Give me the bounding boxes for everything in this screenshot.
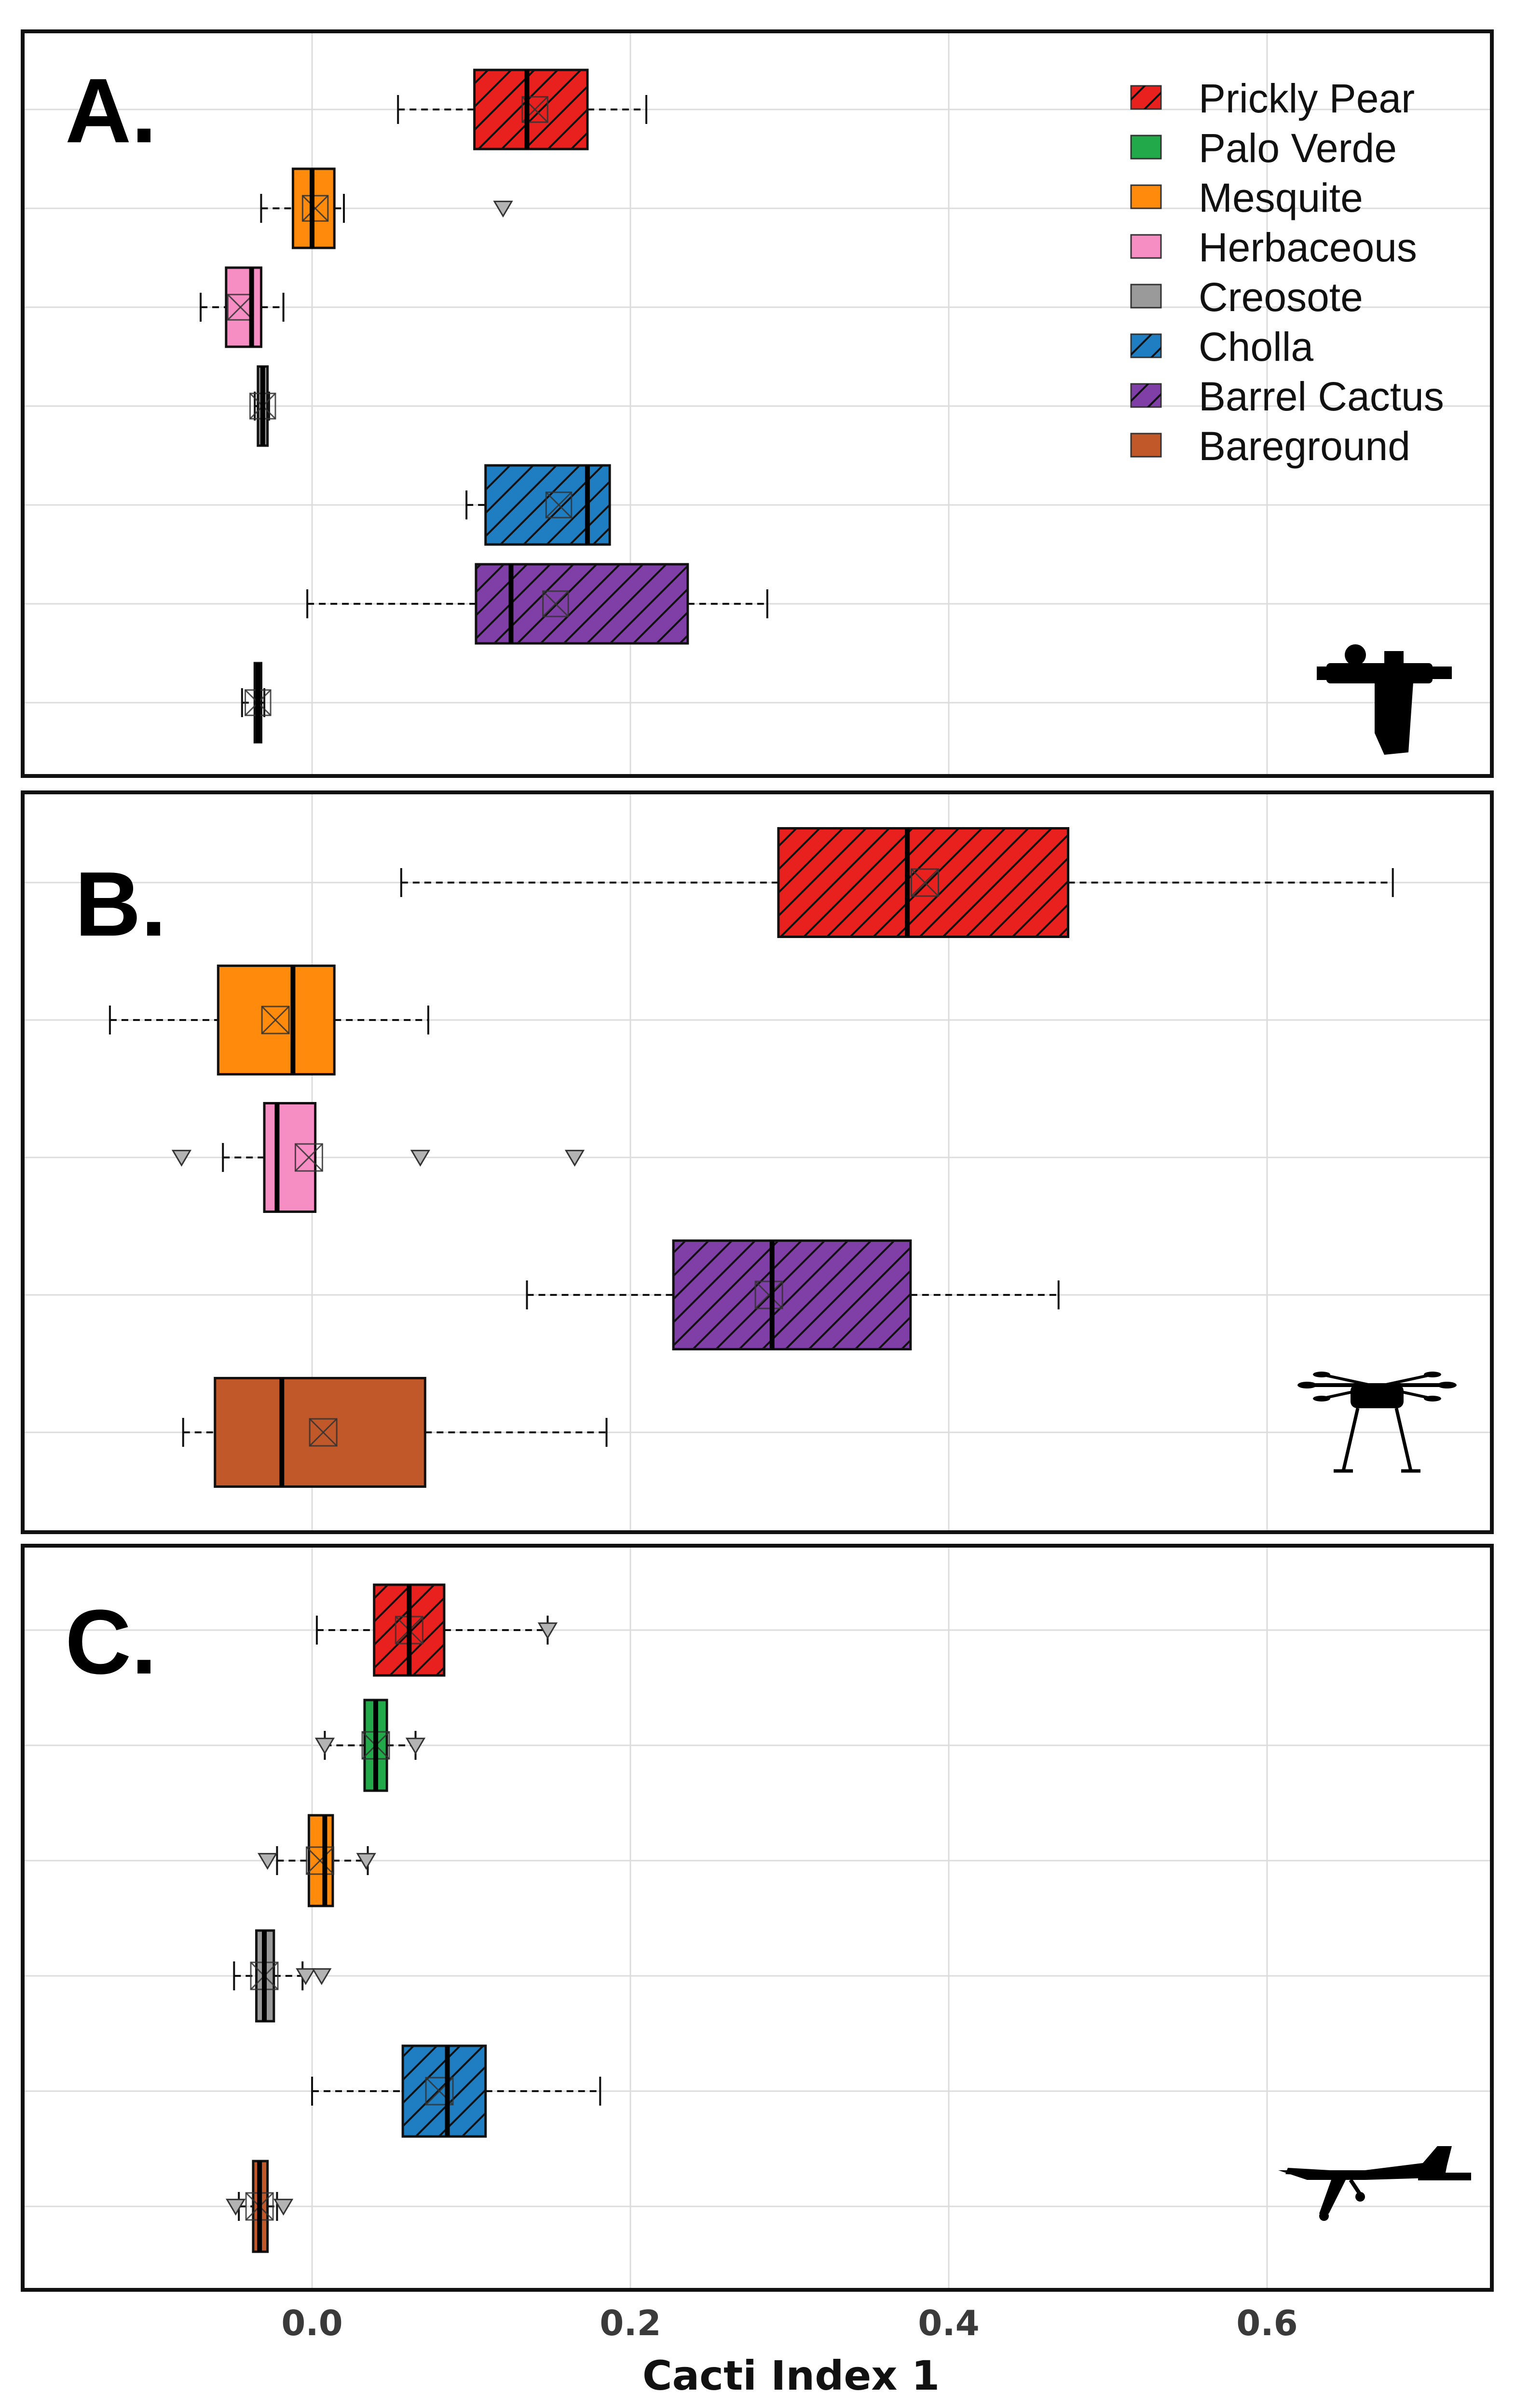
legend-swatch-herbaceous xyxy=(1130,234,1162,259)
box-mesquite xyxy=(217,965,336,1075)
legend-label-palo-verde: Palo Verde xyxy=(1199,125,1397,171)
boxplot-herbaceous xyxy=(200,266,285,348)
boxplot-creosote xyxy=(233,1929,332,2023)
mean-marker-cross xyxy=(546,491,572,518)
legend-swatch-bareground xyxy=(1130,433,1162,458)
boxplot-herbaceous xyxy=(171,1102,585,1213)
x-tick-label: 0.0 xyxy=(281,2303,343,2343)
box-hatch xyxy=(476,564,688,643)
outlier-point xyxy=(493,201,513,218)
mean-marker-cross xyxy=(755,1280,783,1309)
panel-b-label: B. xyxy=(75,853,166,955)
boxplot-prickly-pear xyxy=(400,827,1394,938)
drone-icon xyxy=(1297,1372,1457,1473)
legend-swatch-palo-verde xyxy=(1130,135,1162,160)
box-hatch xyxy=(485,465,610,544)
handheld-spectrometer-icon xyxy=(1317,644,1452,755)
mean-marker xyxy=(911,868,939,897)
mean-marker xyxy=(309,1418,338,1447)
outlier-point xyxy=(171,1150,192,1167)
x-axis-title: Cacti Index 1 xyxy=(642,2352,940,2399)
outlier-point xyxy=(564,1150,585,1167)
mean-marker xyxy=(542,590,569,617)
mean-marker xyxy=(425,2077,454,2106)
mean-marker xyxy=(754,1280,783,1309)
legend-label-creosote: Creosote xyxy=(1199,274,1363,320)
mean-marker-cross xyxy=(261,1006,290,1034)
mean-marker-cross xyxy=(911,868,939,897)
boxplot-barrel-cactus xyxy=(306,563,768,645)
outlier-point xyxy=(225,2199,246,2216)
legend: Prickly Pear Palo Verde Mesquite Herbace… xyxy=(1130,76,1444,469)
boxplot-mesquite xyxy=(260,167,513,249)
box-hatch xyxy=(673,1240,911,1349)
boxplot-creosote xyxy=(249,365,276,447)
box-bareground xyxy=(214,1377,426,1488)
outlier-point xyxy=(405,1738,426,1755)
boxplot-mesquite xyxy=(257,1814,376,1907)
legend-swatch-prickly-pear-hatch xyxy=(1131,86,1161,109)
legend-label-herbaceous: Herbaceous xyxy=(1199,225,1417,270)
airplane-icon xyxy=(1278,2146,1471,2221)
mean-marker xyxy=(521,96,548,123)
legend-label-prickly-pear: Prickly Pear xyxy=(1199,76,1415,121)
x-tick-label: 0.4 xyxy=(918,2303,980,2343)
box-hatch xyxy=(403,2046,486,2136)
mean-marker xyxy=(261,1006,290,1034)
legend-label-bareground: Bareground xyxy=(1199,423,1410,469)
box-herbaceous xyxy=(225,266,262,348)
legend-swatch-creosote xyxy=(1130,284,1162,309)
outlier-point xyxy=(537,1622,558,1640)
outlier-point xyxy=(273,2199,294,2216)
boxplot-mesquite xyxy=(109,965,429,1075)
mean-marker-cross xyxy=(542,590,569,617)
box-hatch xyxy=(778,828,1068,937)
outlier-point xyxy=(312,1968,332,1986)
panel-a-label: A. xyxy=(65,60,157,162)
outlier-point xyxy=(314,1738,335,1755)
mean-marker xyxy=(545,491,573,518)
legend-label-cholla: Cholla xyxy=(1199,324,1313,369)
boxplot-cholla xyxy=(465,464,611,546)
mean-marker xyxy=(301,195,329,222)
mean-marker xyxy=(294,1143,323,1172)
boxplot-cholla xyxy=(311,2044,601,2138)
panel-c-frame xyxy=(21,1544,1494,2292)
outlier-point xyxy=(356,1853,376,1870)
mean-marker-cross xyxy=(227,294,254,321)
legend-swatch-mesquite xyxy=(1130,184,1162,209)
mean-marker-cross xyxy=(295,1143,323,1172)
legend-label-mesquite: Mesquite xyxy=(1199,175,1363,220)
x-tick-label: 0.2 xyxy=(600,2303,661,2343)
boxplot-prickly-pear xyxy=(397,68,647,150)
mean-marker-cross xyxy=(309,1418,338,1447)
legend-swatch-barrel-cactus-hatch xyxy=(1131,384,1161,407)
legend-swatch-cholla-hatch xyxy=(1131,334,1161,357)
boxplots xyxy=(109,68,1394,2253)
boxplot-palo-verde xyxy=(314,1699,426,1792)
mean-marker-cross xyxy=(302,195,328,222)
x-axis: 0.0 0.2 0.4 0.6 Cacti Index 1 xyxy=(281,2303,1298,2399)
boxplot-barrel-cactus xyxy=(526,1239,1060,1350)
boxplot-bareground xyxy=(241,662,272,744)
mean-marker xyxy=(306,1846,334,1875)
boxplot-prickly-pear xyxy=(315,1583,558,1677)
box-hatch xyxy=(474,70,587,149)
legend-label-barrel-cactus: Barrel Cactus xyxy=(1199,374,1444,419)
panel-c-label: C. xyxy=(65,1591,157,1693)
boxplot-bareground xyxy=(225,2160,294,2253)
box-herbaceous xyxy=(263,1102,317,1213)
outlier-point xyxy=(296,1968,316,1986)
outlier-point xyxy=(257,1853,278,1870)
x-tick-label: 0.6 xyxy=(1236,2303,1298,2343)
outlier-point xyxy=(410,1150,431,1167)
boxplot-bareground xyxy=(182,1377,608,1488)
mean-marker-cross xyxy=(306,1846,334,1875)
